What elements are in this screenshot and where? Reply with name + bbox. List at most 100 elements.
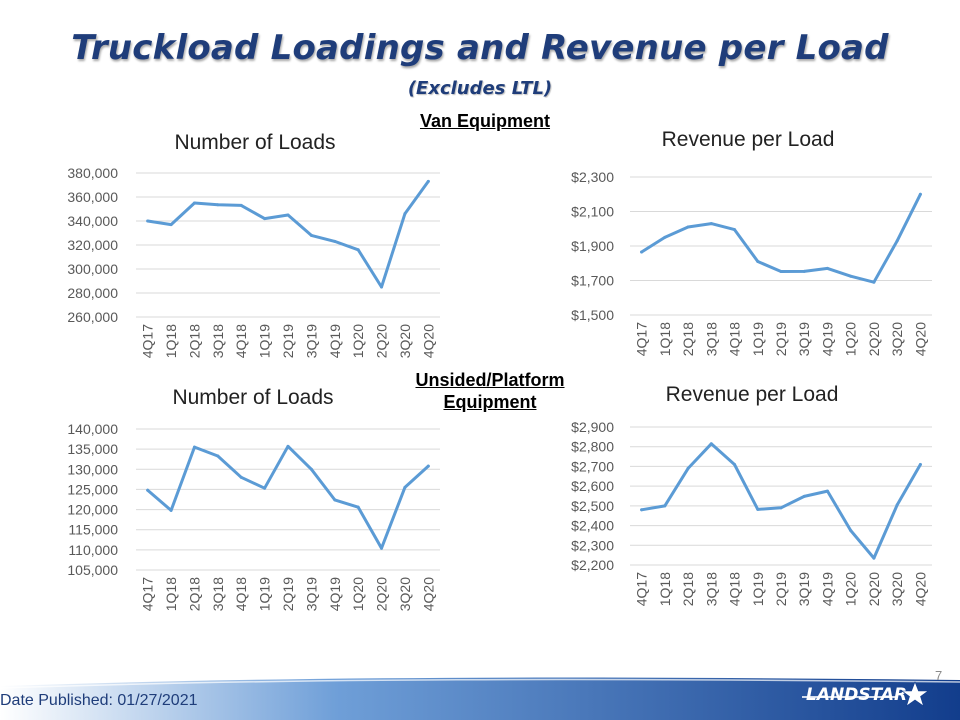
x-tick-label: 3Q18 <box>703 322 719 356</box>
x-tick-label: 1Q20 <box>843 322 859 356</box>
series-line <box>640 442 922 560</box>
x-tick-label: 1Q19 <box>257 577 273 611</box>
y-tick-label: 120,000 <box>67 502 118 518</box>
data-point <box>686 466 690 470</box>
y-tick-label: 300,000 <box>67 261 118 277</box>
y-tick-label: 125,000 <box>67 481 118 497</box>
data-point <box>216 454 220 458</box>
chart-title: Revenue per Load <box>666 383 839 406</box>
y-tick-label: 380,000 <box>67 165 118 181</box>
data-point <box>192 445 196 449</box>
y-tick-label: 260,000 <box>67 309 118 325</box>
y-tick-label: $2,100 <box>571 204 614 220</box>
data-point <box>403 212 407 216</box>
data-point <box>733 462 737 466</box>
y-tick-label: $1,900 <box>571 238 614 254</box>
series-line <box>146 444 430 550</box>
section-platform-line2: Equipment <box>443 392 537 412</box>
x-tick-label: 4Q20 <box>420 324 436 358</box>
section-platform-line1: Unsided/Platform <box>415 370 565 390</box>
x-tick-label: 3Q20 <box>397 577 413 611</box>
x-tick-label: 2Q19 <box>280 324 296 358</box>
data-point <box>918 462 922 466</box>
data-point <box>426 464 430 468</box>
section-label-platform: Unsided/Platform Equipment <box>395 369 585 413</box>
y-tick-label: 135,000 <box>67 441 118 457</box>
x-tick-label: 3Q18 <box>703 572 719 606</box>
x-tick-label: 4Q18 <box>727 572 743 606</box>
data-point <box>169 508 173 512</box>
x-tick-label: 1Q20 <box>843 572 859 606</box>
data-point <box>895 503 899 507</box>
x-tick-label: 4Q19 <box>819 322 835 356</box>
chart-van-loads: Number of Loads 260,000 280,000 300,000 320,… <box>67 131 440 358</box>
x-tick-label: 4Q20 <box>912 572 928 606</box>
x-tick-label: 2Q18 <box>680 572 696 606</box>
y-tick-label: 140,000 <box>67 421 118 437</box>
data-point <box>239 475 243 479</box>
data-point <box>663 235 667 239</box>
data-point <box>286 444 290 448</box>
chart-title: Revenue per Load <box>662 128 835 151</box>
y-tick-label: 280,000 <box>67 285 118 301</box>
data-point <box>333 498 337 502</box>
landstar-logo: LANDSTAR <box>802 681 929 707</box>
x-tick-label: 1Q18 <box>657 572 673 606</box>
series-line <box>640 192 922 284</box>
x-tick-label: 4Q17 <box>140 324 156 358</box>
x-tick-label: 2Q18 <box>680 322 696 356</box>
data-point <box>779 506 783 510</box>
star-icon <box>901 681 929 707</box>
y-tick-label: $2,300 <box>571 537 614 553</box>
x-tick-label: 1Q19 <box>257 324 273 358</box>
x-tick-label: 3Q20 <box>889 572 905 606</box>
data-point <box>849 529 853 532</box>
x-tick-label: 3Q19 <box>303 577 319 611</box>
y-tick-label: $2,700 <box>571 458 614 474</box>
x-tick-label: 4Q19 <box>819 572 835 606</box>
x-tick-label: 4Q18 <box>233 577 249 611</box>
data-point <box>872 556 876 560</box>
x-tick-label: 3Q19 <box>796 322 812 356</box>
data-point <box>263 486 267 490</box>
x-tick-label: 2Q20 <box>866 322 882 356</box>
data-point <box>640 508 644 512</box>
data-point <box>380 546 384 550</box>
y-tick-label: 340,000 <box>67 213 118 229</box>
slide-subtitle: (Excludes LTL) <box>407 78 553 99</box>
chart-van-revenue: Revenue per Load $1,500 $1,700 $1,900 $2,100… <box>571 128 932 356</box>
section-label-van: Van Equipment <box>400 110 570 132</box>
data-point <box>239 203 243 207</box>
y-tick-label: $2,400 <box>571 518 614 534</box>
x-tick-label: 3Q18 <box>210 577 226 611</box>
data-point <box>356 248 360 252</box>
svg-text:LANDSTAR: LANDSTAR <box>806 685 907 705</box>
data-point <box>286 213 290 217</box>
data-point <box>640 250 644 254</box>
x-tick-label: 2Q18 <box>186 577 202 611</box>
x-tick-label: 4Q17 <box>140 577 156 611</box>
x-tick-label: 1Q19 <box>750 572 766 606</box>
x-tick-label: 3Q20 <box>889 322 905 356</box>
y-tick-label: 115,000 <box>68 522 118 538</box>
y-tick-label: $2,200 <box>571 557 614 573</box>
data-point <box>309 467 313 471</box>
data-point <box>802 269 806 273</box>
x-tick-label: 4Q17 <box>634 322 650 356</box>
data-point <box>918 192 922 196</box>
x-tick-label: 3Q20 <box>397 324 413 358</box>
y-tick-label: $1,700 <box>571 273 614 289</box>
data-point <box>309 233 313 237</box>
slide-title: Truckload Loadings and Revenue per Load <box>71 28 889 68</box>
page-number: 7 <box>935 668 943 683</box>
y-tick-label: $2,800 <box>571 439 614 455</box>
data-point <box>663 504 667 508</box>
data-point <box>895 239 899 243</box>
x-tick-label: 2Q19 <box>773 572 789 606</box>
chart-platform-loads: Number of Loads 105,000 110,000 115,000 120,… <box>67 386 440 611</box>
data-point <box>779 270 783 274</box>
x-tick-label: 3Q19 <box>796 572 812 606</box>
data-point <box>146 219 150 223</box>
data-point <box>192 201 196 205</box>
